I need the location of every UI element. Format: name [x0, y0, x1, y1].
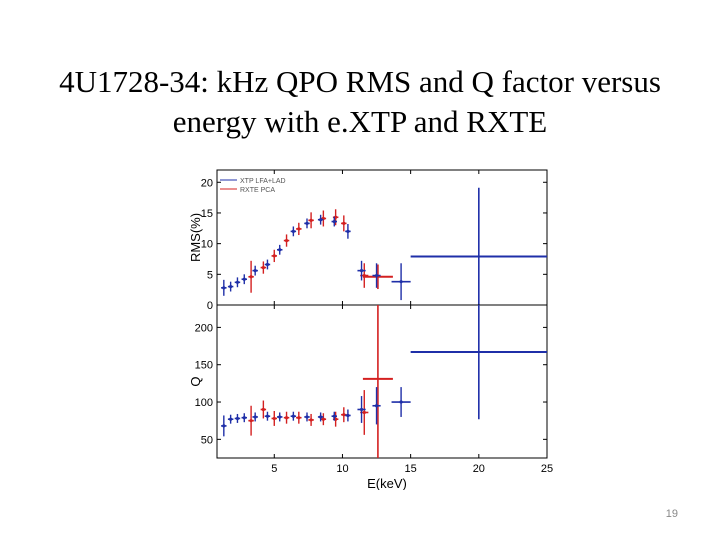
rxte-point-1: [261, 407, 265, 412]
y-tick-label: 15: [201, 208, 213, 220]
xtp-point-1: [229, 417, 233, 421]
rxte-point-0: [249, 275, 253, 279]
xtp-point-11: [346, 229, 350, 233]
xtp-point-13: [374, 404, 379, 408]
xtp-point-2: [235, 280, 240, 284]
top-panel: 0 5 10 15 20 RMS(%) XTP LFA+LAD RXTE PCA: [188, 169, 548, 312]
xtp-point-12: [359, 269, 364, 273]
rxte-point-5: [309, 218, 313, 222]
xtp-point-0: [222, 424, 226, 428]
xtp-point-5: [265, 414, 270, 418]
y-tick-label: 0: [207, 300, 213, 312]
xtp-point-8: [305, 415, 309, 419]
y-tick-label: 10: [201, 239, 213, 251]
y-tick-label: 200: [195, 322, 213, 334]
legend-label-xtp: XTP LFA+LAD: [240, 178, 286, 185]
rxte-point-1: [261, 265, 265, 270]
xtp-point-8: [305, 221, 309, 225]
bottom-y-axis-label: Q: [188, 376, 203, 386]
xtp-point-6: [278, 248, 282, 252]
top-y-axis-label: RMS(%): [188, 213, 203, 262]
xtp-point-4: [253, 269, 257, 273]
rxte-point-2: [272, 254, 276, 258]
rxte-point-8: [342, 221, 346, 225]
rxte-point-3: [284, 238, 289, 243]
slide-title-line-2: energy with e.XTP and RXTE: [172, 104, 548, 139]
rxte-point-4: [297, 227, 301, 231]
y-tick-label: 50: [201, 434, 213, 446]
y-tick-label: 150: [195, 360, 213, 372]
rxte-point-8: [342, 413, 346, 417]
rxte-point-6: [321, 417, 325, 421]
legend: XTP LFA+LAD RXTE PCA: [220, 178, 286, 194]
rxte-point-9: [362, 410, 366, 415]
y-tick-label: 5: [207, 269, 213, 281]
xtp-point-7: [291, 414, 295, 418]
xtp-point-9: [319, 415, 323, 419]
bottom-x-axis-label: E(keV): [367, 476, 407, 490]
xtp-point-11: [346, 413, 350, 418]
xtp-point-5: [265, 262, 270, 267]
xtp-point-14: [399, 400, 403, 404]
slide-title: 4U1728-34: kHz QPO RMS and Q factor vers…: [20, 62, 700, 142]
xtp-point-2: [235, 416, 240, 421]
y-tick-label: 20: [201, 177, 213, 189]
legend-label-rxte: RXTE PCA: [240, 187, 275, 194]
bottom-panel: 50 100 150 200 5 10 15 20 25 Q E(keV): [188, 304, 553, 490]
rxte-point-4: [297, 416, 301, 420]
x-tick-label: 5: [271, 463, 277, 475]
xtp-point-12: [359, 407, 364, 412]
xtp-point-10: [332, 219, 336, 224]
slide-title-line-1: 4U1728-34: kHz QPO RMS and Q factor vers…: [59, 64, 661, 99]
x-tick-label: 25: [541, 463, 553, 475]
rxte-point-0: [249, 419, 253, 423]
x-tick-label: 20: [473, 463, 485, 475]
x-tick-label: 10: [336, 463, 348, 475]
bottom-frame: [216, 304, 548, 459]
xtp-point-6: [278, 415, 282, 419]
qpo-figure: 0 5 10 15 20 RMS(%) XTP LFA+LAD RXTE PCA 50 100 15…: [188, 169, 553, 490]
bottom-data: [221, 305, 547, 458]
y-tick-label: 100: [195, 397, 213, 409]
xtp-point-4: [253, 415, 257, 419]
xtp-point-9: [319, 218, 323, 222]
page-number: 19: [665, 508, 678, 520]
xtp-point-13: [374, 273, 379, 278]
xtp-point-0: [222, 286, 226, 290]
xtp-point-7: [291, 229, 295, 233]
xtp-point-10: [332, 414, 336, 418]
rxte-point-2: [272, 416, 276, 421]
xtp-point-14: [399, 280, 403, 284]
x-tick-label: 15: [405, 463, 417, 475]
top-data: [221, 187, 547, 305]
xtp-point-3: [242, 416, 246, 420]
rxte-point-3: [284, 416, 289, 420]
xtp-point-3: [242, 277, 246, 281]
rxte-point-5: [309, 418, 313, 422]
xtp-point-1: [229, 284, 233, 289]
